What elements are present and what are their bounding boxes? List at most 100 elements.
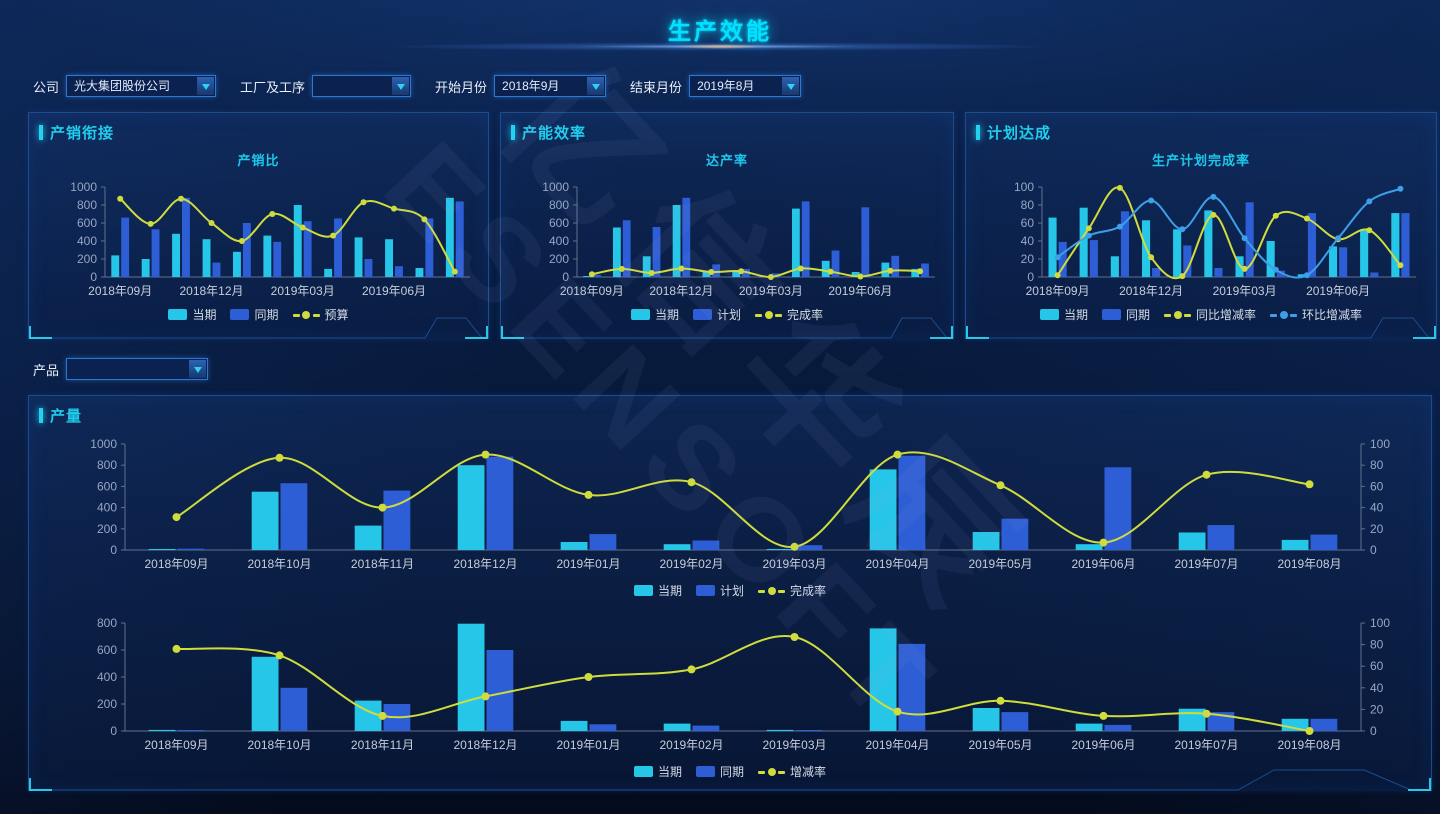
legend-item-环比增减率[interactable]: 环比增减率: [1270, 306, 1362, 323]
chart-legend: 当期 计划 完成率: [29, 582, 1431, 599]
panel-header: 产销衔接: [29, 113, 488, 143]
svg-text:2019年06月: 2019年06月: [1071, 738, 1135, 752]
legend-item-当期[interactable]: 当期: [630, 306, 679, 323]
panel-header: 产量: [29, 396, 1431, 426]
chevron-down-icon[interactable]: [392, 77, 410, 95]
end-month-filter: 结束月份 2019年8月: [630, 75, 802, 97]
product-label: 产品: [33, 362, 60, 378]
start-month-select[interactable]: 2018年9月: [494, 75, 607, 97]
legend-item-当期[interactable]: 当期: [168, 306, 216, 323]
svg-text:2019年03月: 2019年03月: [739, 284, 803, 298]
svg-text:2019年04月: 2019年04月: [865, 738, 929, 752]
svg-text:0: 0: [1370, 543, 1377, 557]
kpi-panels-row: 产销衔接 产销比 0 200 400 600 800 1000 2018年09月 2018年1…: [28, 112, 1437, 339]
production-sales-chart: 0 200 400 600 800 1000 2018年09月 2018年12月 2019年03…: [33, 171, 488, 303]
legend-swatch: [695, 766, 715, 777]
legend-item-当期[interactable]: 当期: [633, 763, 682, 780]
page-header: 生产效能: [0, 0, 1440, 62]
panel-production-sales: 产销衔接 产销比 0 200 400 600 800 1000 2018年09月 2018年1…: [28, 112, 489, 339]
svg-text:200: 200: [77, 252, 97, 266]
panel-title: 产销衔接: [50, 125, 115, 142]
factory-select[interactable]: [312, 75, 412, 97]
svg-text:100: 100: [1370, 616, 1390, 630]
chevron-down-icon[interactable]: [189, 360, 207, 378]
svg-text:2019年06月: 2019年06月: [1071, 557, 1135, 571]
svg-text:0: 0: [562, 270, 569, 284]
page-title: 生产效能: [668, 18, 772, 44]
legend-swatch: [230, 309, 250, 320]
chart-title: 达产率: [705, 153, 748, 168]
legend-label: 当期: [657, 765, 682, 779]
svg-text:100: 100: [1014, 180, 1034, 194]
svg-text:0: 0: [110, 724, 117, 738]
svg-text:40: 40: [1370, 681, 1384, 695]
legend-item-同比增减率[interactable]: 同比增减率: [1164, 306, 1256, 323]
legend-item-计划[interactable]: 计划: [692, 306, 741, 323]
svg-text:200: 200: [97, 522, 117, 536]
chevron-down-icon[interactable]: [197, 77, 215, 95]
output-yoy-chart: 0 200 400 600 800 0 20 40 60 80 100 2018年09月 2018年10…: [49, 615, 1431, 757]
svg-text:800: 800: [549, 198, 569, 212]
factory-label: 工厂及工序: [240, 79, 306, 95]
legend-swatch: [168, 309, 188, 320]
start-month-label: 开始月份: [435, 79, 488, 95]
legend-item-预算[interactable]: 预算: [292, 306, 349, 323]
legend-line-swatch: [292, 310, 320, 320]
legend-item-同期[interactable]: 同期: [695, 763, 744, 780]
panel-title: 产量: [50, 408, 83, 425]
svg-text:0: 0: [110, 543, 117, 557]
product-filter: 产品: [33, 358, 209, 380]
legend-item-当期[interactable]: 当期: [633, 582, 682, 599]
svg-text:800: 800: [97, 616, 117, 630]
legend-line-swatch: [758, 586, 785, 596]
svg-text:2019年05月: 2019年05月: [968, 738, 1032, 752]
capacity-efficiency-chart: 0 200 400 600 800 1000 2018年09月 2018年12月 2019年03…: [505, 171, 953, 303]
legend-item-当期[interactable]: 当期: [1039, 306, 1088, 323]
legend-label: 当期: [192, 308, 217, 322]
bar-line-chart: 0 20 40 60 80 100 2018年09月 2018年12月 2019年03月 2019…: [1014, 180, 1416, 298]
panel-header: 计划达成: [966, 113, 1436, 143]
legend-label: 同期: [719, 765, 744, 779]
bar-line-chart: 0 200 400 600 800 1000 0 20 40 60 80 100 2018年09月 201…: [90, 437, 1390, 571]
chevron-down-icon[interactable]: [782, 77, 800, 95]
svg-text:2019年05月: 2019年05月: [968, 557, 1032, 571]
svg-text:0: 0: [90, 270, 97, 284]
company-select[interactable]: 光大集团股份公司: [66, 75, 217, 97]
legend-item-计划[interactable]: 计划: [695, 582, 744, 599]
svg-text:2019年03月: 2019年03月: [1213, 284, 1277, 298]
svg-text:2019年06月: 2019年06月: [828, 284, 892, 298]
legend-item-完成率[interactable]: 完成率: [758, 582, 826, 599]
svg-text:600: 600: [77, 216, 97, 230]
legend-label: 同期: [1125, 308, 1150, 322]
legend-item-同期[interactable]: 同期: [230, 306, 279, 323]
svg-text:80: 80: [1370, 458, 1384, 472]
legend-item-增减率[interactable]: 增减率: [758, 763, 826, 780]
svg-text:40: 40: [1370, 501, 1384, 515]
svg-text:2019年07月: 2019年07月: [1174, 557, 1238, 571]
svg-text:2019年06月: 2019年06月: [362, 284, 426, 298]
svg-text:600: 600: [97, 643, 117, 657]
legend-label: 同期: [254, 308, 279, 322]
legend-label: 预算: [324, 308, 349, 322]
svg-text:2019年03月: 2019年03月: [271, 284, 335, 298]
filter-bar: 公司 光大集团股份公司 工厂及工序 开始月份 2018年9月 结束月份 2019…: [33, 75, 825, 97]
svg-text:2018年09月: 2018年09月: [560, 284, 624, 298]
legend-label: 计划: [716, 308, 741, 322]
svg-text:2019年08月: 2019年08月: [1277, 738, 1341, 752]
legend-label: 环比增减率: [1302, 308, 1363, 322]
product-select[interactable]: [66, 358, 209, 380]
legend-label: 完成率: [787, 308, 824, 322]
svg-text:2018年09月: 2018年09月: [1026, 284, 1090, 298]
svg-text:2018年09月: 2018年09月: [144, 557, 208, 571]
panel-title: 产能效率: [522, 125, 587, 142]
svg-text:80: 80: [1021, 198, 1035, 212]
chevron-down-icon[interactable]: [587, 77, 605, 95]
output-plan-chart: 0 200 400 600 800 1000 0 20 40 60 80 100 2018年09月 201…: [49, 436, 1431, 576]
svg-text:20: 20: [1370, 522, 1384, 536]
end-month-select[interactable]: 2019年8月: [689, 75, 802, 97]
end-month-label: 结束月份: [630, 79, 683, 95]
svg-text:400: 400: [97, 670, 117, 684]
legend-item-完成率[interactable]: 完成率: [755, 306, 823, 323]
svg-text:2019年04月: 2019年04月: [865, 557, 929, 571]
legend-item-同期[interactable]: 同期: [1101, 306, 1150, 323]
